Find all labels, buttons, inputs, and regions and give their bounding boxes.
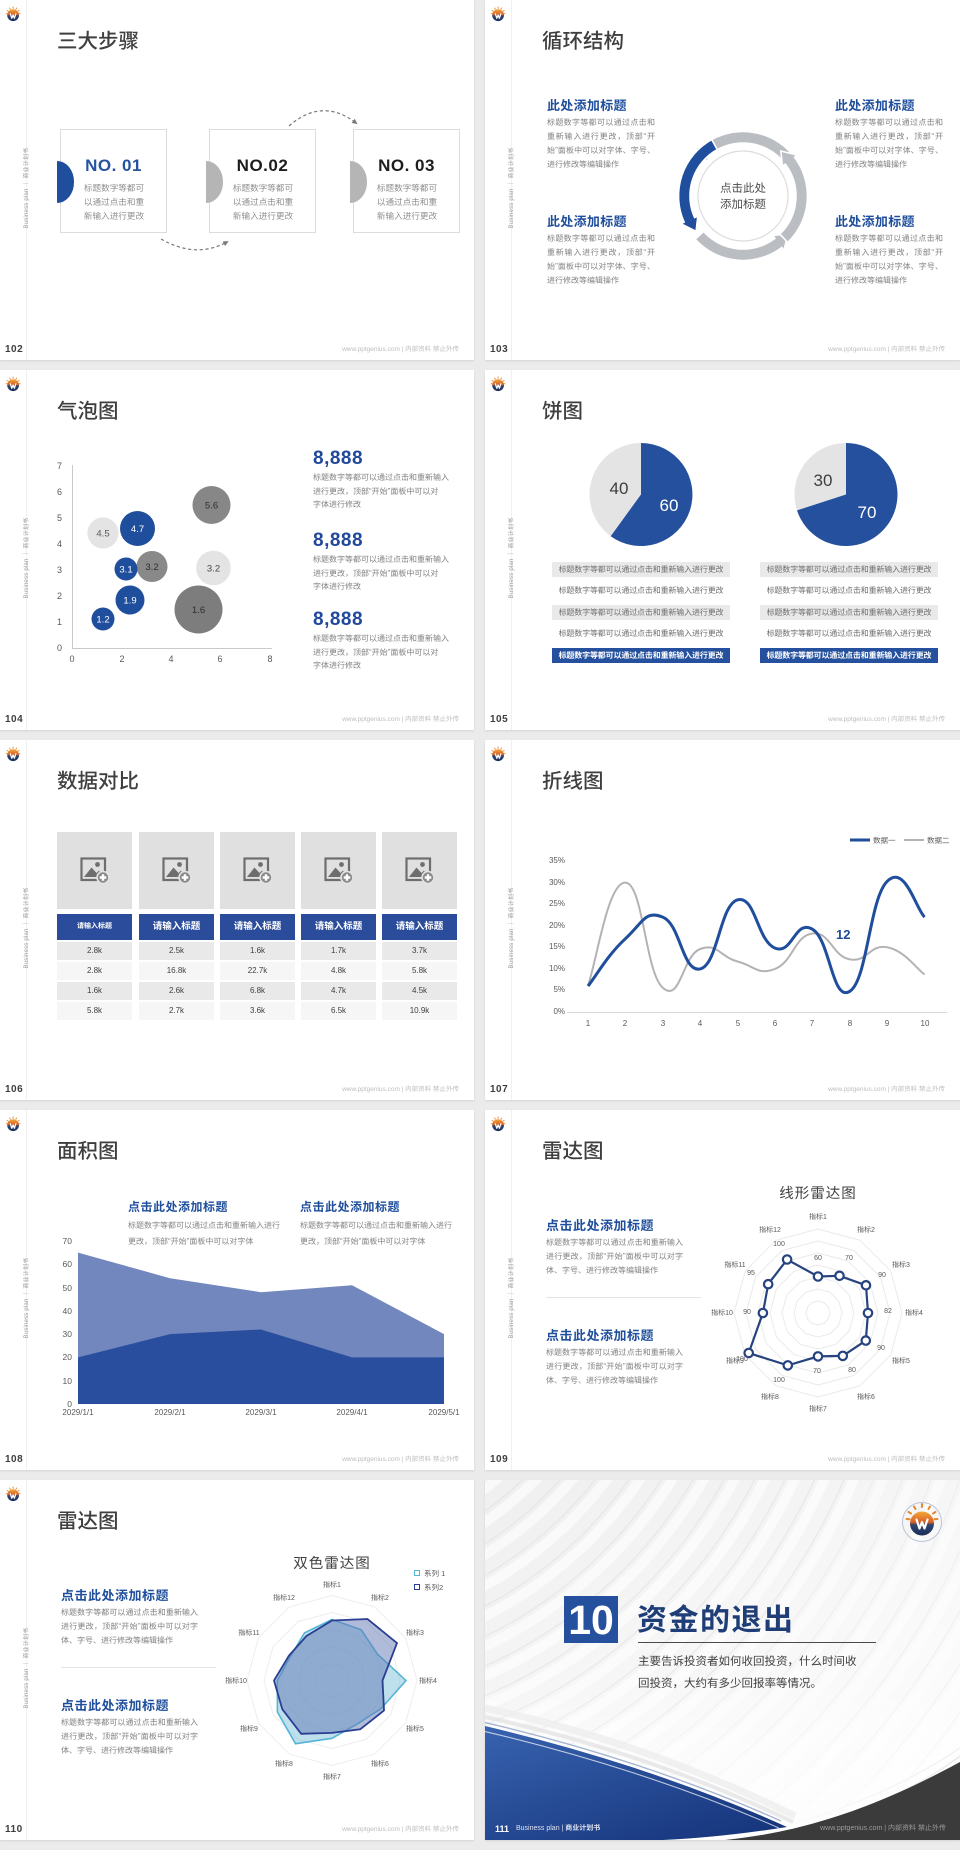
svg-text:1.6: 1.6 bbox=[192, 605, 205, 616]
svg-text:3.2: 3.2 bbox=[145, 562, 158, 573]
svg-text:30: 30 bbox=[814, 471, 833, 490]
svg-text:40: 40 bbox=[610, 479, 629, 498]
svg-text:3.1: 3.1 bbox=[119, 565, 132, 576]
svg-text:1.2: 1.2 bbox=[96, 615, 109, 626]
svg-text:5.6: 5.6 bbox=[205, 501, 218, 512]
svg-text:4.7: 4.7 bbox=[131, 524, 144, 535]
svg-text:70: 70 bbox=[858, 503, 877, 522]
svg-text:60: 60 bbox=[660, 496, 679, 515]
svg-text:1.9: 1.9 bbox=[123, 596, 136, 607]
svg-text:3.2: 3.2 bbox=[207, 564, 220, 575]
svg-text:4.5: 4.5 bbox=[96, 529, 109, 540]
